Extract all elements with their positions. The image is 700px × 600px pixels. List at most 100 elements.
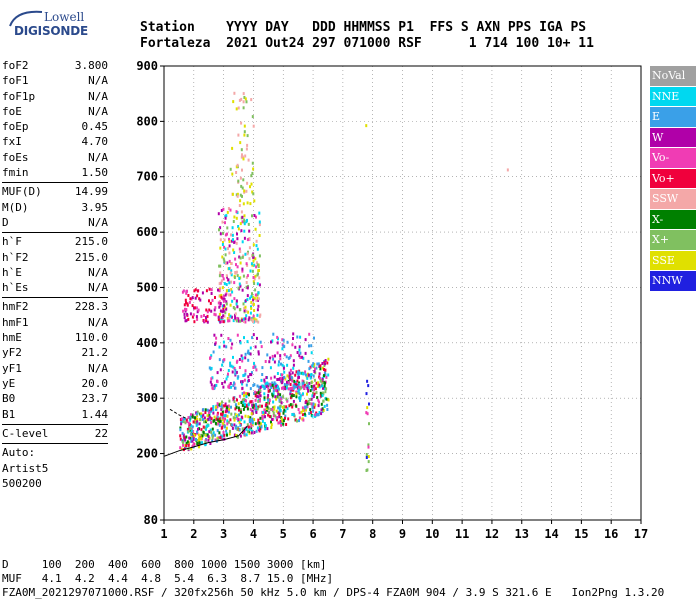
echo-point: [368, 422, 370, 426]
header-line1: Station YYYY DAY DDD HHMMSS P1 FFS S AXN…: [140, 20, 587, 35]
echo-point: [191, 415, 194, 419]
echo-point: [182, 443, 185, 447]
echo-point: [254, 398, 257, 402]
echo-point: [232, 396, 235, 400]
echo-point: [217, 318, 220, 321]
echo-point: [278, 410, 281, 414]
echo-point: [279, 397, 282, 401]
y-tick-label: 400: [136, 336, 158, 350]
echo-point: [225, 283, 228, 286]
echo-point: [228, 313, 231, 317]
echo-point: [205, 418, 208, 422]
echo-point: [304, 401, 307, 405]
echo-point: [236, 192, 239, 196]
echo-point: [252, 259, 255, 263]
echo-point: [252, 124, 255, 128]
echo-point: [210, 409, 213, 413]
echo-point: [227, 385, 230, 389]
param-row: hmF1 N/A: [2, 315, 108, 330]
echo-point: [267, 398, 270, 402]
echo-point: [234, 403, 237, 407]
echo-point: [257, 399, 260, 403]
echo-point: [244, 299, 247, 303]
separator: [2, 182, 108, 184]
echo-point: [321, 394, 324, 397]
echo-point: [220, 209, 223, 212]
echo-point: [198, 427, 201, 431]
echo-point: [281, 379, 284, 383]
echo-point: [290, 376, 293, 379]
echo-point: [231, 426, 234, 430]
echo-point: [252, 255, 255, 259]
echo-point: [248, 393, 250, 397]
echo-point: [247, 379, 250, 382]
echo-point: [297, 376, 300, 380]
echo-point: [310, 351, 313, 355]
echo-point: [238, 394, 241, 398]
echo-point: [195, 412, 198, 416]
echo-point: [218, 300, 221, 304]
echo-point: [367, 445, 370, 449]
echo-point: [252, 366, 255, 369]
echo-point: [318, 411, 321, 414]
echo-point: [220, 320, 223, 324]
x-tick-label: 2: [190, 527, 197, 541]
echo-point: [230, 346, 233, 350]
echo-point: [222, 231, 224, 235]
echo-point: [243, 236, 246, 240]
param-name: hmF2: [2, 300, 29, 314]
echo-point: [203, 319, 206, 323]
echo-point: [252, 167, 255, 171]
echo-point: [248, 418, 251, 422]
echo-point: [204, 408, 207, 412]
echo-point: [254, 293, 257, 297]
params-group-profile: hmF2 228.3 hmF1 N/A hmE 110.0 yF2 21.2 yF1 N/A yE 2…: [2, 299, 108, 421]
echo-point: [276, 351, 279, 355]
echo-point: [282, 338, 285, 342]
echo-point: [245, 309, 248, 313]
echo-point: [223, 245, 226, 249]
echo-point: [244, 414, 247, 418]
echo-point: [311, 364, 314, 368]
echo-point: [298, 411, 301, 415]
echo-point: [278, 412, 281, 416]
param-row: h`F2 215.0: [2, 250, 108, 265]
echo-point: [219, 402, 222, 406]
echo-point: [228, 281, 231, 285]
echo-point: [247, 349, 250, 353]
echo-point: [237, 286, 240, 290]
echo-point: [322, 386, 324, 390]
echo-point: [309, 398, 312, 401]
echo-point: [269, 407, 272, 411]
echo-point: [251, 171, 254, 175]
echo-point: [310, 344, 313, 348]
echo-point: [218, 417, 221, 421]
echo-point: [250, 262, 253, 266]
echo-point: [212, 431, 215, 435]
echo-point: [247, 415, 250, 419]
echo-point: [313, 336, 315, 340]
echo-point: [241, 220, 244, 224]
echo-point: [292, 359, 295, 363]
echo-point: [192, 433, 195, 436]
echo-point: [250, 400, 253, 404]
legend-item-x-: X-: [650, 209, 696, 229]
echo-point: [203, 432, 206, 436]
echo-point: [226, 422, 229, 426]
echo-point: [238, 247, 241, 251]
echo-point: [208, 366, 211, 370]
echo-point: [319, 367, 322, 371]
echo-point: [197, 427, 199, 431]
echo-point: [225, 300, 228, 304]
x-tick-label: 12: [485, 527, 499, 541]
echo-point: [301, 355, 304, 359]
echo-point: [274, 354, 276, 358]
echo-point: [235, 405, 238, 409]
echo-point: [226, 414, 229, 418]
echo-point: [254, 422, 257, 426]
echo-point: [208, 430, 211, 434]
echo-point: [218, 289, 221, 293]
echo-point: [230, 280, 233, 284]
echo-point: [217, 438, 220, 442]
echo-point: [368, 402, 370, 406]
